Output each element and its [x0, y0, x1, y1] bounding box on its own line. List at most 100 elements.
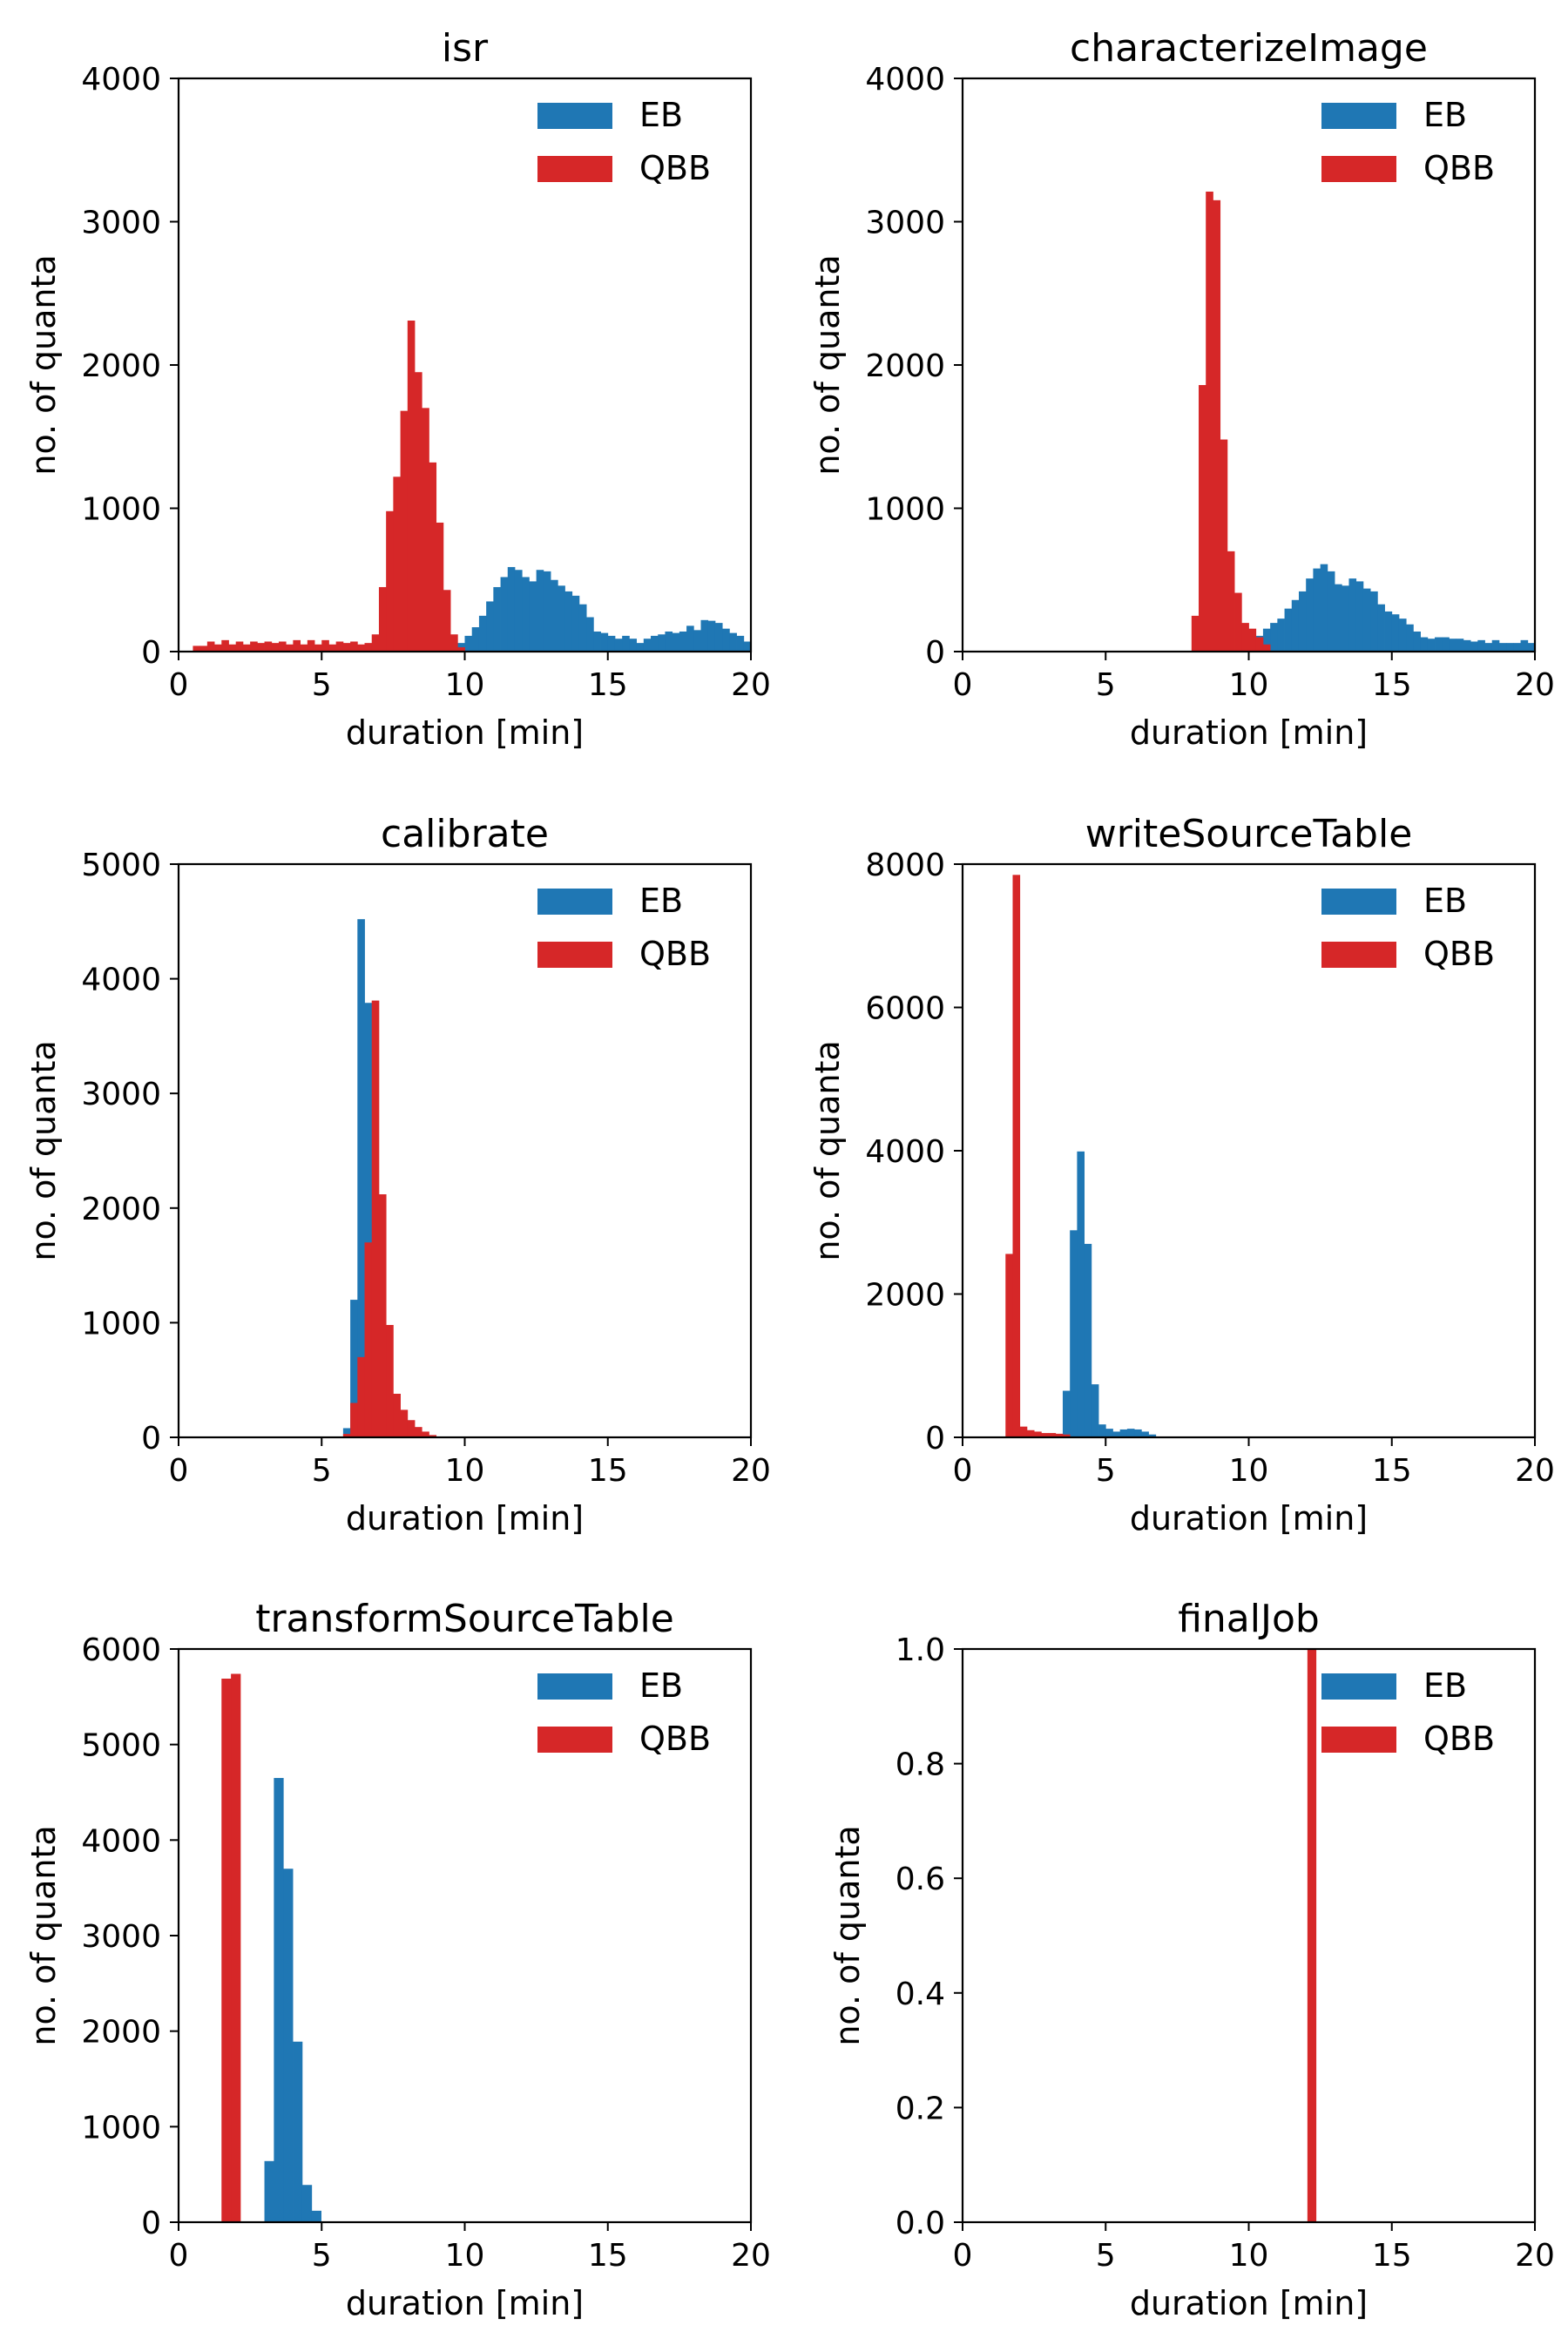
x-tick-label: 0	[953, 2238, 973, 2274]
bar-eb-3	[471, 627, 480, 652]
bar-qbb-37	[457, 647, 465, 652]
chart-panel-4: 0 5 10 15 20 0 1000 2000 3000 4000 5000 6000 transfo…	[24, 1597, 771, 2322]
y-axis-label: no. of quanta	[24, 254, 63, 475]
bar-eb-24	[1413, 631, 1421, 652]
bar-qbb-32	[422, 408, 429, 652]
x-tick-label: 0	[169, 1453, 189, 1489]
bar-eb-1	[274, 1778, 284, 2222]
bar-eb-3	[364, 1003, 373, 1437]
bar-eb-5	[486, 601, 494, 652]
legend-label-qbb: QBB	[1423, 935, 1495, 973]
bar-eb-39	[1520, 639, 1529, 652]
bar-eb-22	[607, 635, 616, 652]
bar-eb-3	[1262, 628, 1271, 652]
y-tick-label: 0	[141, 635, 161, 671]
bar-eb-29	[1449, 639, 1457, 652]
x-axis-label: duration [min]	[1130, 713, 1368, 752]
bar-eb-31	[672, 632, 680, 652]
bar-eb-28	[651, 635, 659, 652]
bar-eb-26	[636, 643, 645, 652]
chart-panel-0: 0 5 10 15 20 0 1000 2000 3000 4000 isr duration [mi…	[24, 26, 771, 752]
bar-eb-6	[1284, 608, 1293, 652]
y-tick-label: 3000	[81, 1919, 161, 1955]
x-tick-label: 5	[1096, 1453, 1116, 1489]
bar-eb-13	[543, 571, 551, 652]
bar-eb-1	[350, 1300, 358, 1437]
bar-qbb-16	[307, 639, 315, 652]
x-tick-label: 10	[1229, 667, 1269, 703]
bar-eb-7	[1291, 599, 1300, 652]
bar-qbb-30	[407, 321, 416, 652]
x-tick-label: 20	[1515, 667, 1555, 703]
bar-qbb-1	[1199, 385, 1206, 652]
y-tick-label: 4000	[865, 62, 945, 98]
bar-eb-11	[529, 581, 537, 652]
bar-qbb-8	[1248, 628, 1257, 652]
bar-eb-17	[571, 595, 580, 652]
bar-qbb-2	[1206, 191, 1213, 652]
legend: EB QBB	[537, 1666, 711, 1758]
bar-eb-12	[1327, 571, 1335, 652]
y-tick-label: 4000	[81, 963, 161, 998]
y-tick-label: 2000	[81, 1192, 161, 1227]
bar-eb-6	[1105, 1429, 1113, 1437]
bar-qbb-6	[1234, 592, 1242, 652]
bar-eb-8	[1298, 591, 1307, 652]
chart-title: characterizeImage	[1070, 26, 1428, 71]
bar-eb-30	[1456, 639, 1464, 652]
y-tick-label: 2000	[865, 1278, 945, 1314]
bar-eb-17	[1362, 588, 1371, 652]
bar-qbb-14	[293, 639, 301, 652]
bar-qbb-13	[286, 644, 294, 652]
bar-eb-9	[514, 570, 523, 652]
bar-qbb-3	[214, 644, 222, 652]
y-tick-label: 8000	[865, 848, 945, 883]
x-axis-label: duration [min]	[346, 1499, 584, 1538]
bar-eb-1	[1070, 1230, 1078, 1437]
y-tick-label: 3000	[81, 206, 161, 241]
x-tick-label: 20	[731, 2238, 771, 2274]
bar-eb-41	[743, 641, 752, 652]
bar-qbb-3	[1213, 199, 1221, 652]
y-tick-label: 0.8	[896, 1747, 945, 1783]
y-tick-label: 0.6	[896, 1862, 945, 1897]
bar-qbb-8	[1062, 1434, 1071, 1437]
legend-swatch-qbb	[1321, 1727, 1396, 1753]
bar-eb-40	[1527, 643, 1536, 652]
y-tick-label: 0.4	[896, 1977, 945, 2012]
bar-qbb-9	[407, 1420, 416, 1437]
bar-eb-20	[593, 631, 601, 652]
x-tick-label: 10	[445, 2238, 485, 2274]
x-tick-label: 5	[312, 667, 332, 703]
bar-eb-11	[1141, 1431, 1149, 1437]
bar-eb-4	[478, 615, 487, 652]
x-tick-label: 15	[1372, 1453, 1412, 1489]
bar-eb-2	[464, 635, 473, 652]
bar-qbb-3	[364, 1242, 373, 1437]
bar-qbb-6	[386, 1325, 394, 1437]
bar-eb-15	[558, 585, 565, 652]
bar-eb-37	[714, 623, 723, 652]
bar-eb-35	[1491, 639, 1500, 652]
bar-qbb-4	[371, 1000, 380, 1437]
x-tick-label: 20	[731, 667, 771, 703]
bar-qbb-21	[342, 643, 351, 652]
bar-eb-14	[551, 579, 558, 652]
bar-qbb-7	[393, 1393, 401, 1437]
bar-qbb-9	[1255, 637, 1264, 652]
bar-eb-19	[1377, 604, 1385, 652]
bar-eb-4	[1270, 623, 1278, 652]
bar-qbb-2	[357, 1356, 365, 1437]
bar-eb-32	[679, 631, 687, 652]
bar-eb-26	[1427, 639, 1436, 652]
legend: EB QBB	[1321, 882, 1495, 973]
bar-eb-16	[1355, 581, 1364, 652]
bar-eb-39	[729, 632, 737, 652]
x-axis-label: duration [min]	[1130, 2284, 1368, 2322]
legend: EB QBB	[1321, 1666, 1495, 1758]
chart-title: transformSourceTable	[255, 1597, 674, 1641]
bar-qbb-9	[257, 643, 265, 652]
bar-eb-7	[1112, 1431, 1121, 1437]
chart-title: writeSourceTable	[1085, 812, 1413, 856]
x-tick-label: 0	[169, 2238, 189, 2274]
